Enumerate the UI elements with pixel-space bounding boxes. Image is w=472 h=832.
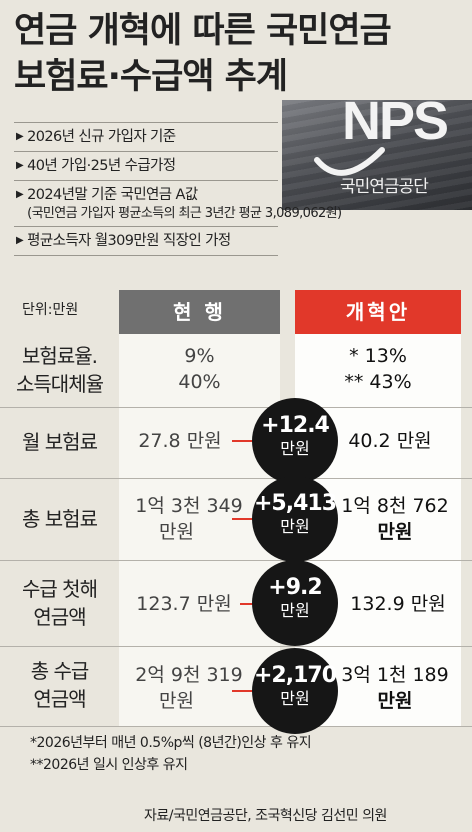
current-total-premium: 1억 3천 349 만원 <box>135 495 243 543</box>
unit-label: 단위:만원 <box>22 302 79 318</box>
current-monthly-premium: 27.8 만원 <box>138 430 222 452</box>
row-divider <box>0 478 472 479</box>
increase-badge: +2,170 만원 <box>252 648 338 734</box>
assumption-subtext: (국민연금 가입자 평균소득의 최근 3년간 평균 3,089,062원) <box>27 206 342 221</box>
row-label-first-year-pension: 수급 첫해 연금액 <box>22 577 98 629</box>
assumption-item: ▶ 40년 가입·25년 수급가정 <box>14 152 278 181</box>
assumption-text: 2024년말 기준 국민연금 A값 <box>27 187 198 203</box>
assumption-text: 40년 가입·25년 수급가정 <box>27 158 176 174</box>
title-line-1: 연금 개혁에 따른 국민연금 <box>14 11 392 51</box>
assumption-item: ▶ 평균소득자 월309만원 직장인 가정 <box>14 227 278 256</box>
increase-badge: +12.4 만원 <box>252 398 338 484</box>
increase-badge: +9.2 만원 <box>252 560 338 646</box>
row-label-total-premium: 총 보험료 <box>22 507 98 531</box>
current-first-year-pension: 123.7 만원 <box>136 593 232 615</box>
current-rates: 9% 40% <box>178 345 221 393</box>
triangle-bullet-icon: ▶ <box>16 131 24 142</box>
reform-total-pension: 3억 1천 189 만원 <box>341 664 449 712</box>
header-reform: 개혁안 <box>295 290 461 334</box>
nps-swoosh-icon <box>314 147 385 176</box>
reform-monthly-premium: 40.2 만원 <box>348 430 432 452</box>
row-label-monthly-premium: 월 보험료 <box>22 430 98 454</box>
title-line-2: 보험료·수급액 추계 <box>14 57 288 97</box>
footnote-1: *2026년부터 매년 0.5%p씩 (8년간)인상 후 유지 <box>30 735 312 751</box>
source-credit: 자료/국민연금공단, 조국혁신당 김선민 의원 <box>144 808 387 824</box>
triangle-bullet-icon: ▶ <box>16 189 24 200</box>
row-label-total-pension: 총 수급 연금액 <box>30 659 90 711</box>
row-divider <box>0 646 472 647</box>
assumption-item: ▶ 2024년말 기준 국민연금 A값 (국민연금 가입자 평균소득의 최근 3… <box>14 181 342 227</box>
page-title: 연금 개혁에 따른 국민연금 보험료·수급액 추계 <box>14 8 392 100</box>
assumption-text: 평균소득자 월309만원 직장인 가정 <box>27 233 231 249</box>
assumptions-list: ▶ 2026년 신규 가입자 기준 ▶ 40년 가입·25년 수급가정 ▶ 20… <box>14 122 342 256</box>
row-divider <box>0 726 472 727</box>
reform-first-year-pension: 132.9 만원 <box>350 593 446 615</box>
assumption-item: ▶ 2026년 신규 가입자 기준 <box>14 122 278 152</box>
reform-total-premium: 1억 8천 762 만원 <box>341 495 449 543</box>
row-divider <box>0 407 472 408</box>
row-divider <box>0 560 472 561</box>
nps-logo: NPS <box>342 100 449 151</box>
header-current: 현 행 <box>119 290 280 334</box>
reform-rates: * 13% ** 43% <box>344 345 412 393</box>
nps-org-name: 국민연금공단 <box>340 177 429 197</box>
increase-badge: +5,413 만원 <box>252 476 338 562</box>
triangle-bullet-icon: ▶ <box>16 160 24 171</box>
row-label-rates: 보험료율. 소득대체율 <box>16 344 104 396</box>
current-total-pension: 2억 9천 319 만원 <box>135 664 243 712</box>
assumption-text: 2026년 신규 가입자 기준 <box>27 129 176 145</box>
triangle-bullet-icon: ▶ <box>16 235 24 246</box>
footnote-2: **2026년 일시 인상후 유지 <box>30 757 188 773</box>
nps-building-photo: NPS 국민연금공단 <box>282 100 472 210</box>
